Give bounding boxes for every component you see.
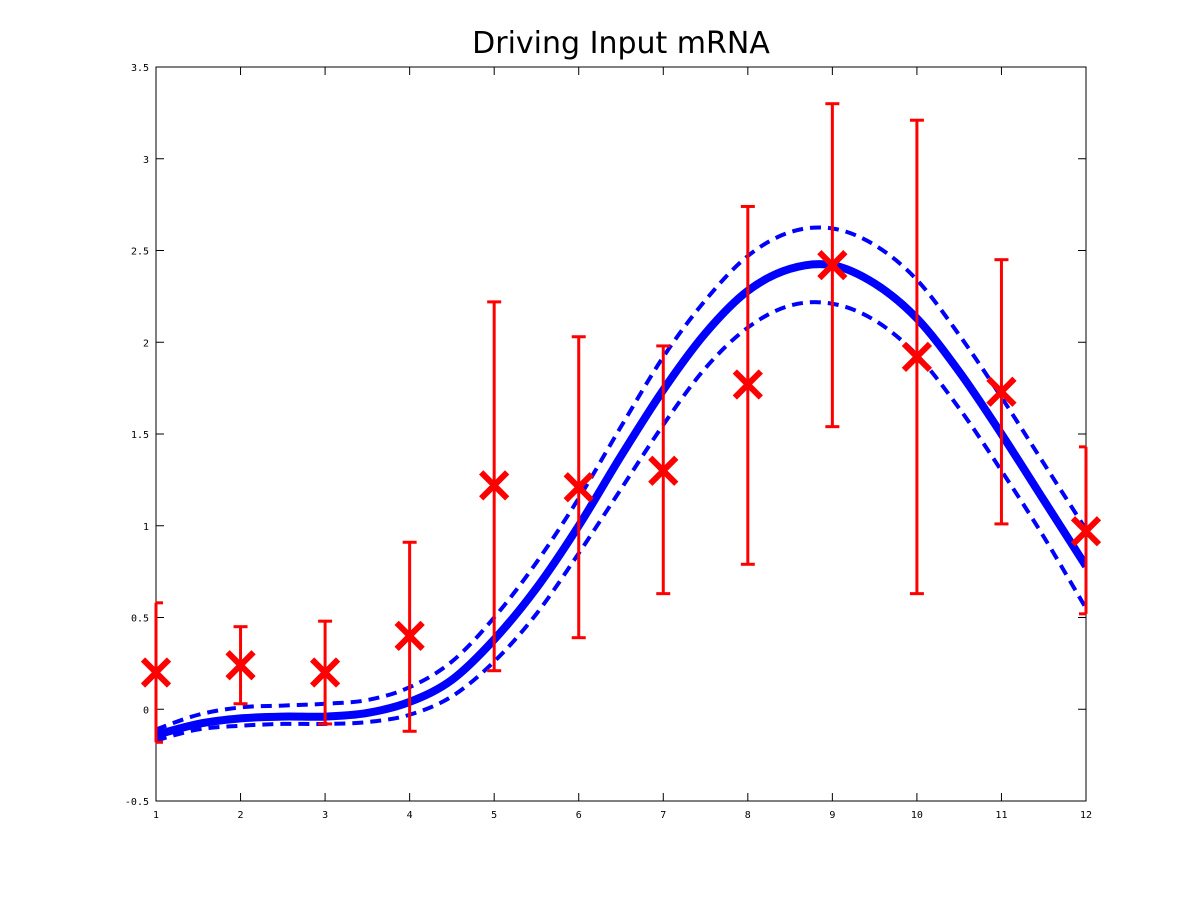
- x-tick-label: 8: [745, 810, 751, 821]
- data-point-marker: [479, 470, 510, 501]
- x-tick-label: 10: [911, 810, 923, 821]
- data-point-marker: [986, 376, 1017, 407]
- y-tick-label: 0: [143, 705, 149, 716]
- axis-ticks: [155, 66, 1087, 802]
- data-point-marker: [901, 341, 933, 373]
- y-tick-label: 1: [143, 522, 149, 533]
- x-tick-label: 4: [407, 810, 413, 821]
- x-tick-label: 11: [995, 810, 1007, 821]
- error-bars: [140, 102, 1102, 744]
- mean-line: [156, 260, 1086, 739]
- x-tick-label: 3: [322, 810, 328, 821]
- data-point-marker: [732, 369, 763, 400]
- y-tick-label: 0.5: [131, 614, 149, 625]
- axis-tick-labels: 1 2 3 4 5 6 7 8 9 10 11 12-0.500.511.522.533.5: [125, 63, 1092, 821]
- lower-bound-line: [156, 300, 1086, 743]
- data-point-marker: [225, 650, 256, 681]
- data-point-marker: [817, 250, 848, 281]
- y-tick-label: -0.5: [125, 797, 149, 808]
- x-tick-label: 7: [660, 810, 666, 821]
- x-tick-label: 12: [1080, 810, 1092, 821]
- y-tick-label: 3: [143, 155, 149, 166]
- data-point-marker: [1070, 516, 1102, 547]
- x-tick-label: 2: [238, 810, 244, 821]
- axes-box: [155, 66, 1087, 802]
- data-point-marker: [648, 455, 679, 486]
- data-point-marker: [140, 657, 172, 688]
- model-lines: [156, 225, 1086, 743]
- x-tick-label: 5: [491, 810, 497, 821]
- x-tick-label: 9: [829, 810, 835, 821]
- data-point-marker: [394, 620, 425, 651]
- upper-bound-line: [156, 225, 1086, 732]
- data-point-marker: [309, 657, 341, 688]
- x-tick-label: 1: [153, 810, 159, 821]
- chart-title: Driving Input mRNA: [472, 26, 770, 61]
- y-tick-label: 1.5: [131, 430, 149, 441]
- y-tick-label: 2: [143, 338, 149, 349]
- y-tick-label: 2.5: [131, 247, 149, 258]
- x-tick-label: 6: [576, 810, 582, 821]
- data-point-marker: [563, 472, 594, 503]
- y-tick-label: 3.5: [131, 63, 149, 74]
